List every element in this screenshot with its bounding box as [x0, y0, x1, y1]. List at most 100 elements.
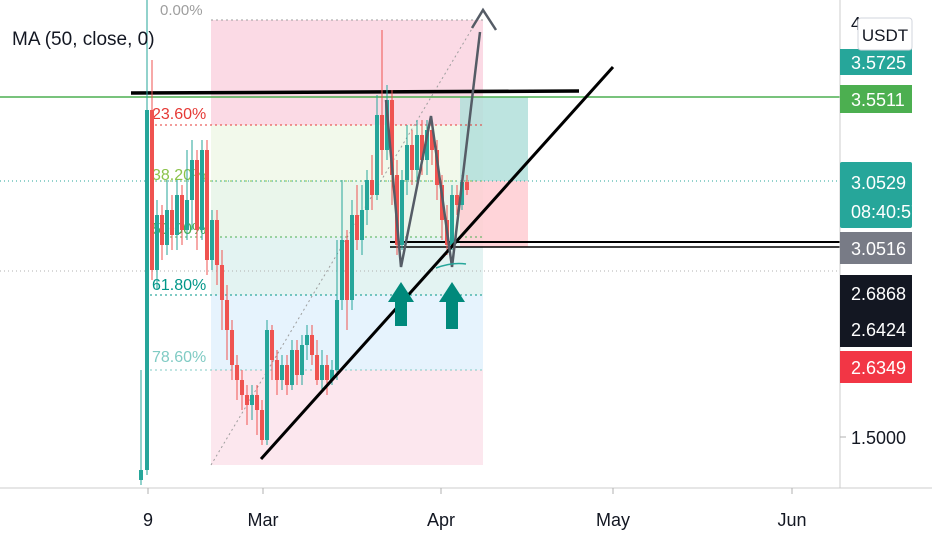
candle-body [150, 110, 154, 270]
candle-body [305, 335, 309, 345]
candle-body [430, 130, 434, 150]
price-badge-3-5725: 3.5725 [840, 49, 912, 75]
candle-body [230, 330, 234, 365]
svg-text:2.6349: 2.6349 [851, 358, 906, 378]
price-badge-2-6349: 2.6349 [840, 351, 912, 383]
ascending-trendline [259, 65, 615, 461]
y-tick-label-partial: 4 [851, 14, 861, 34]
x-tick-label: Apr [427, 510, 455, 530]
candle-body [295, 350, 299, 375]
double-bottom-pattern [384, 31, 482, 268]
x-tick-label: Jun [777, 510, 806, 530]
price-badge-2-6424: 2.6424 [840, 311, 912, 347]
candle-body [155, 215, 159, 270]
candle-body [310, 335, 314, 355]
candle-body [160, 215, 164, 245]
fib-label-236: 23.60% [152, 106, 206, 123]
axes: 9 Mar Apr May Jun 1.5000 4 [0, 0, 932, 530]
candle-body [340, 240, 344, 300]
candle-body [325, 365, 329, 380]
candle-body [175, 195, 179, 235]
svg-text:08:40:57: 08:40:57 [851, 202, 921, 222]
candle-body [360, 210, 364, 240]
candle-body [255, 395, 259, 410]
drawings [259, 7, 615, 461]
candle-body [410, 145, 414, 170]
price-lines [0, 89, 840, 272]
fib-label-786: 78.60% [152, 349, 206, 366]
support-curve [435, 262, 467, 269]
candle-body [165, 210, 169, 245]
candle-body [265, 330, 269, 440]
candle-body [225, 300, 229, 330]
candle-body [200, 150, 204, 230]
candle-body [380, 115, 384, 150]
candle-body [250, 395, 254, 405]
fib-zone-786-100 [211, 370, 483, 465]
x-tick-label: Mar [248, 510, 279, 530]
price-badge-last: 3.0529 08:40:57 [840, 162, 921, 228]
svg-text:3.5511: 3.5511 [851, 90, 905, 110]
target-arrowhead [470, 7, 498, 31]
fib-trend-line [210, 21, 477, 466]
price-badges[interactable]: 3.5725 3.5511 3.0529 08:40:57 3.0516 2.6… [840, 49, 921, 383]
candle-body [195, 160, 199, 230]
price-badge-3-0516: 3.0516 [840, 232, 912, 264]
fib-label-618: 61.80% [152, 277, 206, 294]
y-tick-label: 1.5000 [851, 428, 906, 448]
candle-body [300, 345, 304, 375]
candle-body [350, 215, 354, 300]
candle-body [215, 220, 219, 265]
candle-body [170, 210, 174, 235]
position-loss-zone [460, 181, 528, 247]
candle-body [465, 182, 469, 190]
candle-body [139, 470, 143, 480]
fib-zone-0-236 [211, 20, 483, 125]
candle-body [335, 300, 339, 370]
currency-button[interactable]: USDT [857, 17, 913, 51]
candle-body [415, 135, 419, 170]
x-tick-label: 9 [143, 510, 153, 530]
candle-body [420, 135, 424, 160]
candle-body [285, 365, 289, 385]
candle-body [355, 215, 359, 240]
svg-text:2.6424: 2.6424 [851, 320, 906, 340]
candle-body [425, 130, 429, 160]
candle-body [275, 360, 279, 380]
candle-body [450, 195, 454, 245]
candle-body [455, 195, 459, 205]
candle-body [320, 365, 324, 380]
candle-body [365, 180, 369, 210]
price-badge-3-5511: 3.5511 [840, 85, 912, 113]
candle-body [270, 330, 274, 360]
candle-body [390, 100, 394, 175]
candle-body [290, 350, 294, 385]
candle-body [245, 395, 249, 405]
candle-body [405, 145, 409, 180]
candle-body [345, 240, 349, 300]
price-badge-2-6868: 2.6868 [840, 275, 912, 311]
up-arrow-icon [439, 282, 465, 329]
fib-labels: 0.00% 23.60% 38.20% 50.00% 61.80% 78.60% [152, 2, 206, 366]
svg-text:3.5725: 3.5725 [851, 53, 906, 73]
candle-body [330, 370, 334, 380]
candle-body [180, 195, 184, 230]
fib-zone-236-382 [211, 125, 483, 181]
indicator-legend[interactable]: MA (50, close, 0) [12, 29, 155, 50]
up-arrow-icon [388, 282, 414, 326]
candle-body [190, 160, 194, 200]
candle-body [210, 220, 214, 260]
candle-body [205, 150, 209, 260]
candle-body [220, 265, 224, 300]
svg-text:USDT: USDT [862, 26, 908, 45]
x-tick-label: May [596, 510, 630, 530]
candle-body [260, 410, 264, 440]
candle-body [235, 365, 239, 380]
svg-text:3.0529: 3.0529 [851, 173, 906, 193]
candle-body [315, 355, 319, 380]
candle-body [280, 365, 284, 380]
candle-body [400, 180, 404, 245]
resistance-black-line [130, 89, 580, 95]
